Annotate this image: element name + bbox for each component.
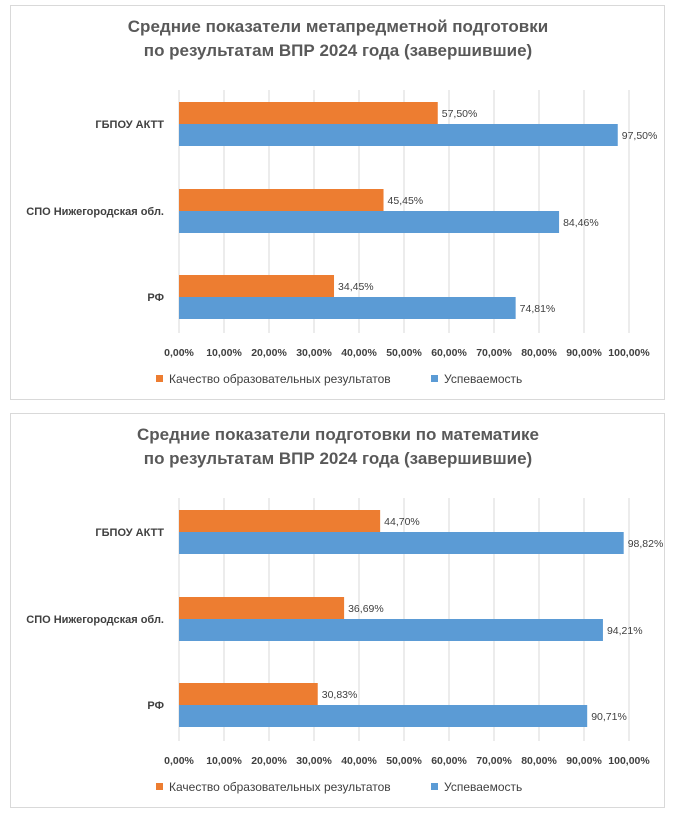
x-tick-label: 80,00%	[521, 347, 557, 359]
data-label: 57,50%	[442, 108, 478, 120]
x-tick-label: 0,00%	[164, 347, 194, 359]
category-label: ГБПОУ АКТТ	[95, 119, 164, 131]
x-tick-label: 10,00%	[206, 347, 242, 359]
x-tick-label: 40,00%	[341, 755, 377, 767]
x-tick-label: 50,00%	[386, 347, 422, 359]
x-tick-label: 50,00%	[386, 755, 422, 767]
quality-bar	[179, 189, 384, 211]
quality-bar	[179, 597, 345, 619]
legend-swatch	[431, 375, 438, 382]
chart-title-line: Средние показатели метапредметной подгот…	[128, 17, 548, 36]
x-tick-label: 70,00%	[476, 755, 512, 767]
x-tick-label: 100,00%	[608, 755, 650, 767]
data-label: 90,71%	[591, 711, 627, 723]
x-tick-label: 20,00%	[251, 347, 287, 359]
chart-title-line: по результатам ВПР 2024 года (завершивши…	[144, 449, 532, 468]
math-bar-chart: Средние показатели подготовки по математ…	[26, 425, 664, 794]
legend-label: Успеваемость	[444, 372, 522, 386]
data-label: 98,82%	[628, 538, 664, 550]
x-tick-label: 70,00%	[476, 347, 512, 359]
data-label: 45,45%	[388, 195, 424, 207]
metasubject-bar-chart: Средние показатели метапредметной подгот…	[26, 17, 658, 386]
legend-swatch	[156, 783, 163, 790]
legend-swatch	[431, 783, 438, 790]
pass-rate-bar	[179, 532, 624, 554]
legend-label: Успеваемость	[444, 780, 522, 794]
x-tick-label: 60,00%	[431, 347, 467, 359]
pass-rate-bar	[179, 124, 618, 146]
pass-rate-bar	[179, 619, 603, 641]
chart-title-line: Средние показатели подготовки по математ…	[137, 425, 539, 444]
x-tick-label: 80,00%	[521, 755, 557, 767]
x-tick-label: 100,00%	[608, 347, 650, 359]
category-label: СПО Нижегородская обл.	[26, 614, 164, 626]
data-label: 74,81%	[520, 303, 556, 315]
quality-bar	[179, 275, 335, 297]
quality-bar	[179, 683, 318, 705]
pass-rate-bar	[179, 211, 560, 233]
data-label: 36,69%	[348, 603, 384, 615]
data-label: 94,21%	[607, 625, 643, 637]
legend-swatch	[156, 375, 163, 382]
category-label: ГБПОУ АКТТ	[95, 527, 164, 539]
data-label: 30,83%	[322, 689, 358, 701]
pass-rate-bar	[179, 297, 516, 319]
category-label: СПО Нижегородская обл.	[26, 206, 164, 218]
pass-rate-bar	[179, 705, 588, 727]
quality-bar	[179, 510, 381, 532]
legend-label: Качество образовательных результатов	[169, 780, 391, 794]
x-tick-label: 10,00%	[206, 755, 242, 767]
x-tick-label: 40,00%	[341, 347, 377, 359]
x-tick-label: 30,00%	[296, 347, 332, 359]
x-tick-label: 30,00%	[296, 755, 332, 767]
category-label: РФ	[147, 292, 164, 304]
quality-bar	[179, 102, 438, 124]
x-tick-label: 90,00%	[566, 755, 602, 767]
chart-panel-metasubject: Средние показатели метапредметной подгот…	[10, 5, 665, 400]
x-tick-label: 60,00%	[431, 755, 467, 767]
data-label: 34,45%	[338, 281, 374, 293]
data-label: 97,50%	[622, 130, 658, 142]
x-tick-label: 0,00%	[164, 755, 194, 767]
category-label: РФ	[147, 700, 164, 712]
data-label: 84,46%	[563, 217, 599, 229]
chart-panel-math: Средние показатели подготовки по математ…	[10, 413, 665, 808]
legend-label: Качество образовательных результатов	[169, 372, 391, 386]
data-label: 44,70%	[384, 516, 420, 528]
x-tick-label: 90,00%	[566, 347, 602, 359]
chart-title-line: по результатам ВПР 2024 года (завершивши…	[144, 41, 532, 60]
x-tick-label: 20,00%	[251, 755, 287, 767]
